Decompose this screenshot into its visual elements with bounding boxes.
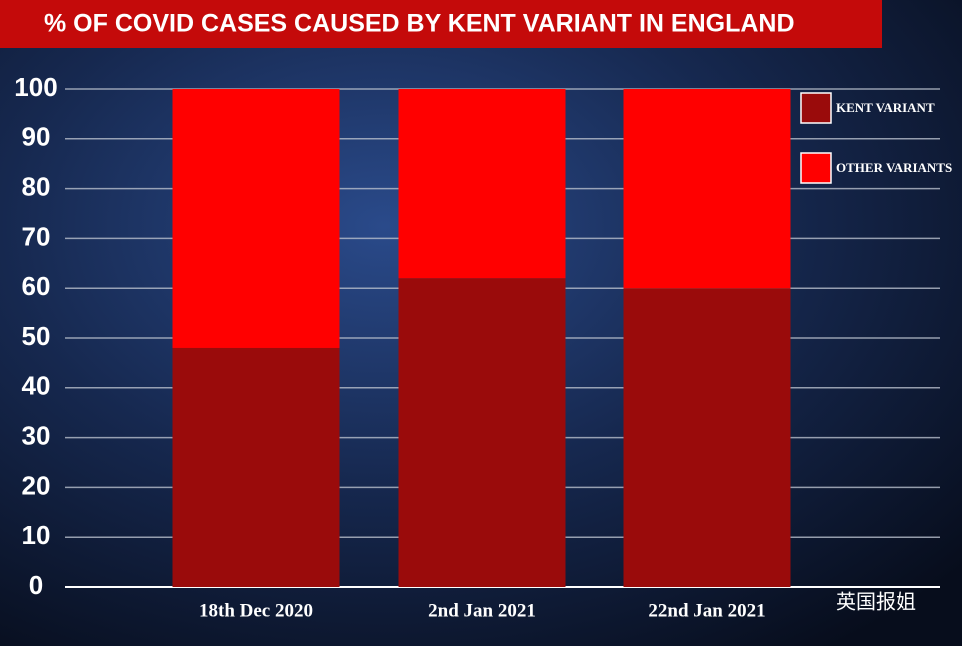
y-tick-label: 80 xyxy=(22,171,51,201)
y-tick-label: 100 xyxy=(14,72,57,102)
bar-segment xyxy=(398,89,566,279)
y-tick-label: 10 xyxy=(22,520,51,550)
title-bar xyxy=(0,0,882,48)
legend-label: KENT VARIANT xyxy=(836,100,935,115)
bar-segment xyxy=(172,347,340,587)
chart-title: % OF COVID CASES CAUSED BY KENT VARIANT … xyxy=(44,10,795,38)
x-tick-label: 2nd Jan 2021 xyxy=(428,600,536,621)
watermark: 英国报姐 xyxy=(836,590,916,613)
x-tick-label: 22nd Jan 2021 xyxy=(648,600,765,621)
legend-swatch xyxy=(800,152,832,184)
bar-segment xyxy=(172,89,340,348)
y-tick-label: 40 xyxy=(22,371,51,401)
bar-segment xyxy=(398,278,566,587)
bar-segment xyxy=(623,288,791,587)
y-tick-label: 50 xyxy=(22,321,51,351)
y-tick-label: 90 xyxy=(22,122,51,152)
bar-segment xyxy=(623,89,791,289)
y-tick-label: 70 xyxy=(22,221,51,251)
x-tick-label: 18th Dec 2020 xyxy=(199,600,313,621)
y-tick-label: 0 xyxy=(29,570,43,600)
y-tick-label: 20 xyxy=(22,470,51,500)
legend-label: OTHER VARIANTS xyxy=(836,160,952,175)
y-tick-label: 60 xyxy=(22,271,51,301)
legend-swatch xyxy=(800,92,832,124)
y-tick-label: 30 xyxy=(22,420,51,450)
